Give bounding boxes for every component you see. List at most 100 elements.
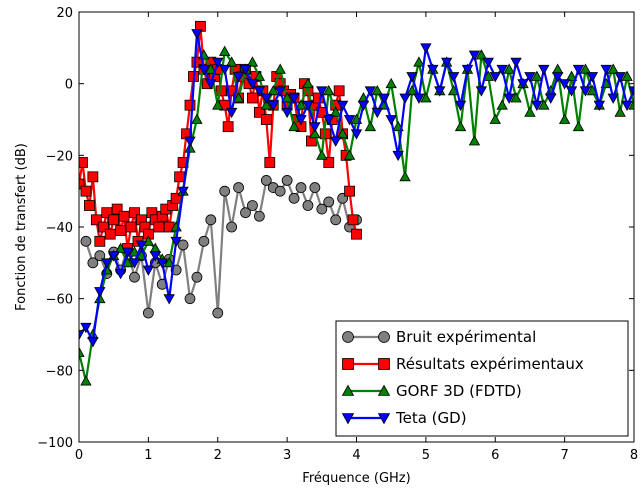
series-2-point-61: [496, 99, 508, 110]
series-3-point-75: [593, 100, 605, 111]
series-3-point-7: [121, 247, 134, 258]
series-2-point-70: [558, 113, 571, 124]
series-3: [79, 29, 634, 348]
series-1-point-2: [80, 185, 92, 197]
x-axis-title: Fréquence (GHz): [302, 471, 410, 486]
x-tick-label-4: 4: [352, 448, 360, 463]
series-3-point-40: [350, 129, 363, 140]
series-1-point-78: [344, 185, 355, 197]
series-2-point-34: [309, 128, 321, 139]
legend-entry-3-marker-start: [341, 413, 355, 425]
series-2-point-67: [538, 99, 550, 110]
series-1-point-79: [347, 214, 359, 226]
series-3-point-32: [295, 115, 307, 126]
series-1-point-7: [97, 221, 109, 233]
series-3-point-24: [239, 64, 252, 76]
series-2-point-19: [205, 63, 217, 74]
series-1-point-52: [253, 106, 265, 118]
series-3-point-13: [163, 294, 175, 305]
series-3-point-20: [212, 57, 224, 68]
legend-entry-2-label: GORF 3D (FDTD): [396, 382, 522, 400]
series-0-point-36: [330, 214, 342, 226]
series-3-point-33: [302, 100, 314, 111]
series-3-point-44: [378, 93, 390, 104]
series-0-point-31: [295, 182, 307, 193]
series-1-point-72: [323, 157, 335, 168]
series-3-point-64: [517, 79, 529, 90]
series-3-point-71: [565, 86, 578, 97]
series-2-point-62: [503, 63, 515, 74]
series-3-point-29: [274, 86, 286, 97]
legend-entry-1: Résultats expérimentaux: [342, 355, 584, 373]
series-2-point-79: [621, 70, 633, 81]
series-1-point-75: [333, 85, 345, 97]
series-3-point-26: [253, 86, 266, 97]
x-tick-label-2: 2: [214, 448, 222, 463]
legend-entry-3: Teta (GD): [341, 409, 467, 427]
series-3-point-45: [385, 115, 397, 126]
series-1-point-5: [90, 214, 102, 226]
series-2-point-31: [288, 120, 300, 132]
series-2-point-43: [371, 85, 383, 96]
series-3-point-55: [454, 100, 467, 111]
series-0-point-14: [177, 239, 189, 251]
series-2-point-80: [628, 99, 634, 110]
series-0-point-0: [80, 235, 92, 247]
series-2-point-57: [468, 135, 481, 146]
series-2-point-77: [607, 63, 619, 74]
series-3-point-10: [142, 265, 155, 276]
series-3-point-65: [524, 72, 536, 83]
series-3-point-47: [399, 93, 411, 104]
series-2-point-32: [295, 99, 307, 110]
series-1-point-8: [101, 207, 113, 219]
series-2-point-55: [454, 120, 467, 132]
legend-entry-3-label: Teta (GD): [395, 409, 467, 427]
series-3-point-56: [461, 64, 474, 76]
series-0-point-1: [87, 257, 99, 269]
series-0-point-26: [260, 175, 272, 186]
series-2-point-28: [267, 85, 279, 96]
series-3-point-60: [489, 72, 501, 83]
series-2-point-71: [565, 70, 578, 81]
series-1-point-12: [115, 225, 127, 236]
series-0-point-15: [184, 293, 196, 305]
series-2-point-65: [524, 106, 536, 117]
series-2-point-48: [406, 85, 418, 96]
series-1-point-1: [79, 157, 88, 168]
series-3-point-67: [538, 64, 550, 76]
series-0-point-17: [198, 235, 210, 247]
legend-entry-2-marker-start: [341, 384, 355, 396]
legend-entry-2: GORF 3D (FDTD): [341, 382, 522, 400]
legend-entry-3-marker-end: [377, 413, 391, 425]
series-2-point-17: [191, 113, 203, 124]
y-tick-label-5: 0: [65, 78, 73, 93]
series-3-point-1: [80, 322, 92, 334]
series-3-point-46: [392, 150, 404, 162]
series-2-point-29: [274, 63, 286, 74]
series-3-point-15: [177, 186, 189, 197]
series-1-point-80: [351, 228, 362, 240]
series-0-point-35: [323, 196, 335, 208]
series-3-point-9: [135, 240, 148, 251]
series-2-point-50: [420, 92, 432, 103]
series-3-point-27: [260, 93, 272, 104]
series-3-point-5: [108, 251, 120, 262]
y-tick-label-6: 20: [56, 6, 73, 21]
y-tick-label-3: −40: [46, 221, 73, 236]
ticks-layer: 0 1 2 3 4 5 6 7 8 −100 −80 −60 −40 −20 0 20: [37, 6, 638, 463]
series-1-point-43: [222, 121, 234, 133]
series-3-point-72: [572, 64, 585, 76]
series-0-point-20: [219, 185, 231, 197]
series-0-point-9: [142, 307, 154, 319]
series-3-point-22: [225, 107, 238, 119]
series-0-point-24: [247, 200, 258, 211]
series-3-point-63: [510, 57, 522, 68]
series-0-point-2: [94, 250, 106, 262]
series-2-point-37: [330, 106, 342, 117]
series-2-point-35: [316, 149, 328, 160]
series-1-point-4: [87, 171, 99, 183]
series-1-point-15: [125, 221, 137, 233]
series-3-point-51: [427, 64, 439, 76]
series-3-point-52: [434, 86, 446, 97]
series-1-point-41: [215, 85, 227, 97]
